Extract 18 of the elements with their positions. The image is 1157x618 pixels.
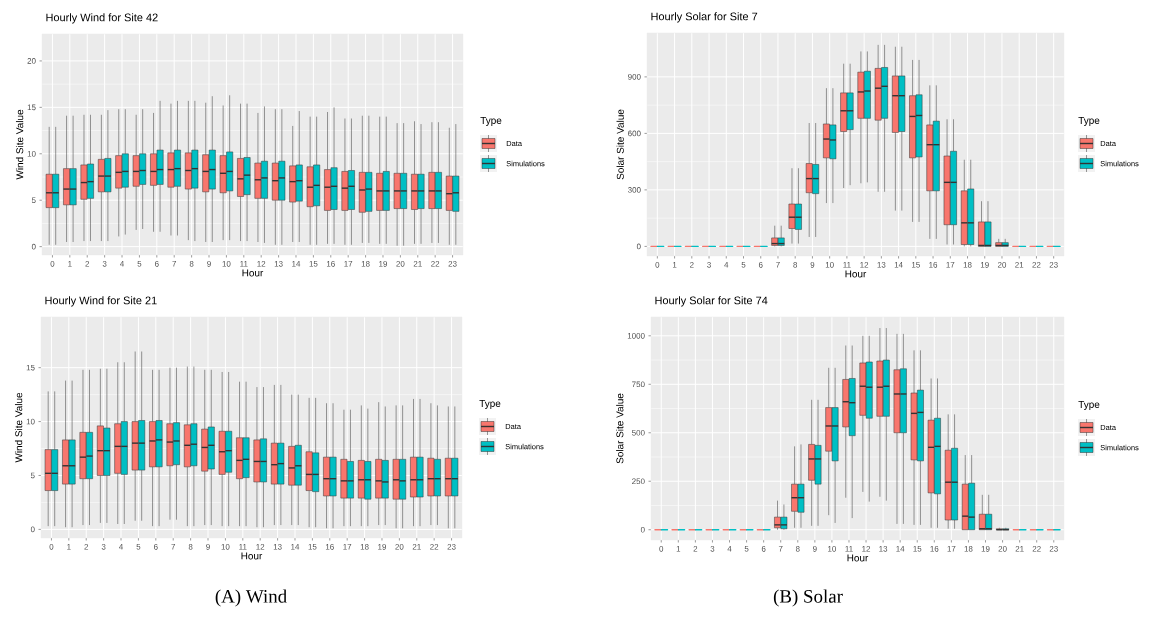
x-axis-title: Hour: [845, 270, 867, 278]
legend-title: Type: [1078, 401, 1100, 410]
x-axis-title: Hour: [241, 552, 263, 560]
x-axis-title: Hour: [847, 554, 869, 562]
legend-title: Type: [480, 117, 502, 126]
chart-title: Hourly Wind for Site 42: [46, 13, 158, 24]
text: (A) Wind: [215, 589, 287, 607]
y-axis-title: Solar Site Value: [616, 109, 624, 180]
y-axis-title: Solar Site Value: [616, 393, 624, 464]
x-axis-title: Hour: [242, 269, 264, 277]
chart-title: Hourly Wind for Site 21: [45, 296, 157, 307]
legend-title: Type: [1078, 117, 1100, 126]
text: (B) Solar: [773, 589, 843, 607]
y-axis-title: Wind Site Value: [15, 109, 24, 180]
y-axis-title: Wind Site Value: [14, 392, 23, 463]
legend-title: Type: [479, 400, 501, 409]
chart-title: Hourly Solar for Site 74: [655, 296, 768, 307]
chart-title: Hourly Solar for Site 7: [651, 12, 758, 23]
